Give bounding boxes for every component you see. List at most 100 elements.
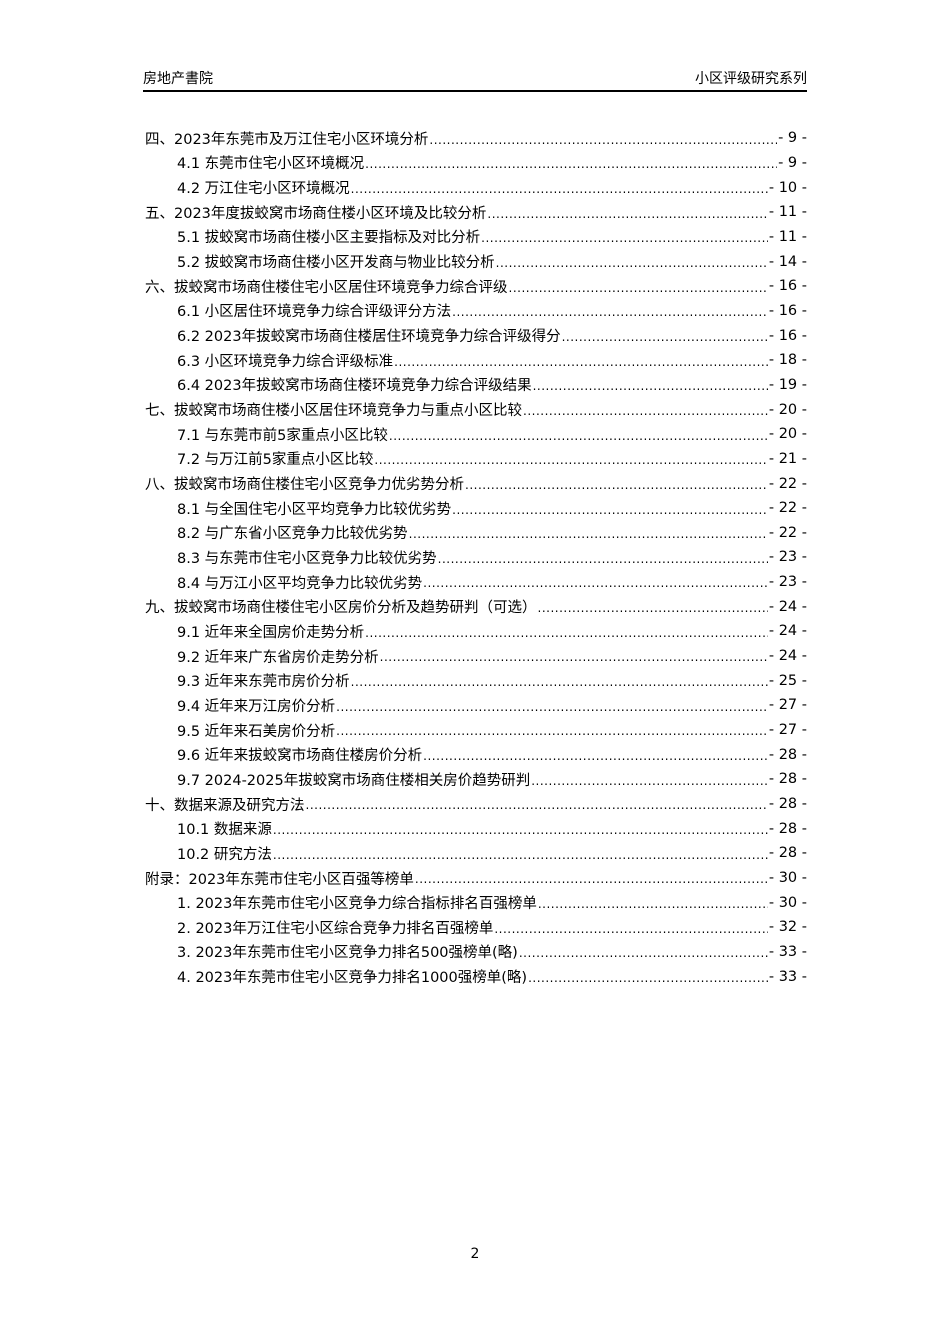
toc-entry-page: - 28 - [768,796,807,813]
toc-entry[interactable]: 7.2 与万江前5家重点小区比较 - 21 - [145,447,807,472]
toc-entry-title: 7.1 与东莞市前5家重点小区比较 [177,427,388,444]
toc-entry[interactable]: 10.2 研究方法 - 28 - [145,841,807,866]
toc-entry-page: - 33 - [768,968,807,985]
toc-entry-title: 7.2 与万江前5家重点小区比较 [177,452,374,469]
toc-entry-title: 9.7 2024-2025年拔蛟窝市场商住楼相关房价趋势研判 [177,772,531,789]
dot-leader [273,849,768,866]
page-header: 房地产書院 小区评级研究系列 [143,66,807,92]
toc-entry-title: 9.1 近年来全国房价走势分析 [177,624,365,641]
dot-leader [336,725,768,742]
toc-entry-page: - 11 - [768,204,807,221]
toc-entry[interactable]: 10.1 数据来源 - 28 - [145,816,807,841]
toc-entry-page: - 18 - [768,352,807,369]
dot-leader [452,306,768,323]
toc-entry[interactable]: 6.2 2023年拔蛟窝市场商住楼居住环境竞争力综合评级得分 - 16 - [145,323,807,348]
toc-entry-page: - 20 - [768,426,807,443]
toc-entry-page: - 14 - [768,253,807,270]
toc-entry[interactable]: 六、拔蛟窝市场商住楼住宅小区居住环境竞争力综合评级 - 16 - [145,274,807,299]
toc-entry-page: - 11 - [768,228,807,245]
toc-entry-title: 5.2 拔蛟窝市场商住楼小区开发商与物业比较分析 [177,255,495,272]
toc-entry-page: - 16 - [768,278,807,295]
toc-entry-title: 9.2 近年来广东省房价走势分析 [177,649,379,666]
toc-entry-page: - 16 - [768,302,807,319]
toc-entry-title: 4. 2023年东莞市住宅小区竞争力排名1000强榜单(略) [177,970,528,987]
toc-entry[interactable]: 6.4 2023年拔蛟窝市场商住楼环境竞争力综合评级结果 - 19 - [145,373,807,398]
dot-leader [365,627,768,644]
toc-entry[interactable]: 9.2 近年来广东省房价走势分析 - 24 - [145,644,807,669]
toc-entry[interactable]: 十、数据来源及研究方法 - 28 - [145,792,807,817]
dot-leader [481,232,768,249]
toc-entry[interactable]: 四、2023年东莞市及万江住宅小区环境分析 - 9 - [145,126,807,151]
dot-leader [538,898,768,915]
dot-leader [533,380,768,397]
dot-leader [528,972,768,989]
toc-entry[interactable]: 4.1 东莞市住宅小区环境概况 - 9 - [145,151,807,176]
dot-leader [415,873,768,890]
toc-entry-title: 四、2023年东莞市及万江住宅小区环境分析 [145,131,429,148]
toc-entry-page: - 27 - [768,697,807,714]
toc-entry-page: - 24 - [768,648,807,665]
toc-entry-page: - 23 - [768,549,807,566]
toc-entry-page: - 9 - [778,130,807,147]
toc-entry[interactable]: 五、2023年度拔蛟窝市场商住楼小区环境及比较分析 - 11 - [145,200,807,225]
toc-entry-title: 5.1 拔蛟窝市场商住楼小区主要指标及对比分析 [177,230,481,247]
toc-entry-page: - 21 - [768,450,807,467]
toc-entry[interactable]: 6.1 小区居住环境竞争力综合评级评分方法 - 16 - [145,299,807,324]
dot-leader [351,676,768,693]
table-of-contents: 四、2023年东莞市及万江住宅小区环境分析- 9 -4.1 东莞市住宅小区环境概… [145,126,807,989]
toc-entry[interactable]: 8.2 与广东省小区竞争力比较优劣势 - 22 - [145,521,807,546]
dot-leader [509,282,768,299]
toc-entry-title: 6.3 小区环境竞争力综合评级标准 [177,353,394,370]
dot-leader [394,356,768,373]
toc-entry[interactable]: 9.5 近年来石美房价分析 - 27 - [145,718,807,743]
toc-entry[interactable]: 8.1 与全国住宅小区平均竞争力比较优劣势 - 22 - [145,496,807,521]
toc-entry-title: 2. 2023年万江住宅小区综合竞争力排名百强榜单 [177,920,494,937]
toc-entry[interactable]: 1. 2023年东莞市住宅小区竞争力综合指标排名百强榜单 - 30 - [145,890,807,915]
toc-entry-title: 十、数据来源及研究方法 [145,797,305,814]
toc-entry-page: - 20 - [768,401,807,418]
toc-entry[interactable]: 9.6 近年来拔蛟窝市场商住楼房价分析 - 28 - [145,742,807,767]
toc-entry[interactable]: 九、拔蛟窝市场商住楼住宅小区房价分析及趋势研判（可选） - 24 - [145,594,807,619]
toc-entry-page: - 22 - [768,500,807,517]
toc-entry-title: 9.5 近年来石美房价分析 [177,723,336,740]
toc-entry-title: 六、拔蛟窝市场商住楼住宅小区居住环境竞争力综合评级 [145,279,508,296]
toc-entry[interactable]: 7.1 与东莞市前5家重点小区比较 - 20 - [145,422,807,447]
toc-entry-page: - 25 - [768,672,807,689]
toc-entry[interactable]: 4.2 万江住宅小区环境概况 - 10 - [145,175,807,200]
dot-leader [351,183,768,200]
toc-entry[interactable]: 8.4 与万江小区平均竞争力比较优劣势 - 23 - [145,570,807,595]
toc-entry-page: - 28 - [768,771,807,788]
toc-entry[interactable]: 八、拔蛟窝市场商住楼住宅小区竞争力优劣势分析 - 22 - [145,471,807,496]
toc-entry[interactable]: 8.3 与东莞市住宅小区竞争力比较优劣势 - 23 - [145,545,807,570]
toc-entry[interactable]: 9.4 近年来万江房价分析 - 27 - [145,693,807,718]
toc-entry[interactable]: 2. 2023年万江住宅小区综合竞争力排名百强榜单 - 32 - [145,915,807,940]
dot-leader [409,528,768,545]
toc-entry-title: 6.2 2023年拔蛟窝市场商住楼居住环境竞争力综合评级得分 [177,329,561,346]
dot-leader [452,504,768,521]
dot-leader [487,208,767,225]
header-right: 小区评级研究系列 [695,71,807,87]
toc-entry[interactable]: 七、拔蛟窝市场商住楼小区居住环境竞争力与重点小区比较 - 20 - [145,397,807,422]
dot-leader [523,405,768,422]
dot-leader [496,257,768,274]
toc-entry[interactable]: 9.7 2024-2025年拔蛟窝市场商住楼相关房价趋势研判 - 28 - [145,767,807,792]
toc-entry-title: 8.3 与东莞市住宅小区竞争力比较优劣势 [177,550,437,567]
toc-entry[interactable]: 5.2 拔蛟窝市场商住楼小区开发商与物业比较分析 - 14 - [145,249,807,274]
toc-entry[interactable]: 5.1 拔蛟窝市场商住楼小区主要指标及对比分析 - 11 - [145,225,807,250]
toc-entry-page: - 9 - [778,154,807,171]
toc-entry[interactable]: 3. 2023年东莞市住宅小区竞争力排名500强榜单(略) - 33 - [145,940,807,965]
toc-entry-title: 1. 2023年东莞市住宅小区竞争力综合指标排名百强榜单 [177,896,537,913]
toc-entry-page: - 27 - [768,722,807,739]
toc-entry[interactable]: 4. 2023年东莞市住宅小区竞争力排名1000强榜单(略) - 33 - [145,964,807,989]
toc-entry[interactable]: 9.1 近年来全国房价走势分析 - 24 - [145,619,807,644]
dot-leader [273,824,768,841]
toc-entry[interactable]: 6.3 小区环境竞争力综合评级标准 - 18 - [145,348,807,373]
toc-entry-title: 6.1 小区居住环境竞争力综合评级评分方法 [177,304,452,321]
toc-entry-title: 八、拔蛟窝市场商住楼住宅小区竞争力优劣势分析 [145,477,464,494]
toc-entry[interactable]: 9.3 近年来东莞市房价分析 - 25 - [145,668,807,693]
dot-leader [389,430,768,447]
toc-entry-page: - 22 - [768,475,807,492]
dot-leader [519,947,768,964]
toc-entry-title: 8.1 与全国住宅小区平均竞争力比较优劣势 [177,501,452,518]
toc-entry[interactable]: 附录：2023年东莞市住宅小区百强等榜单 - 30 - [145,866,807,891]
